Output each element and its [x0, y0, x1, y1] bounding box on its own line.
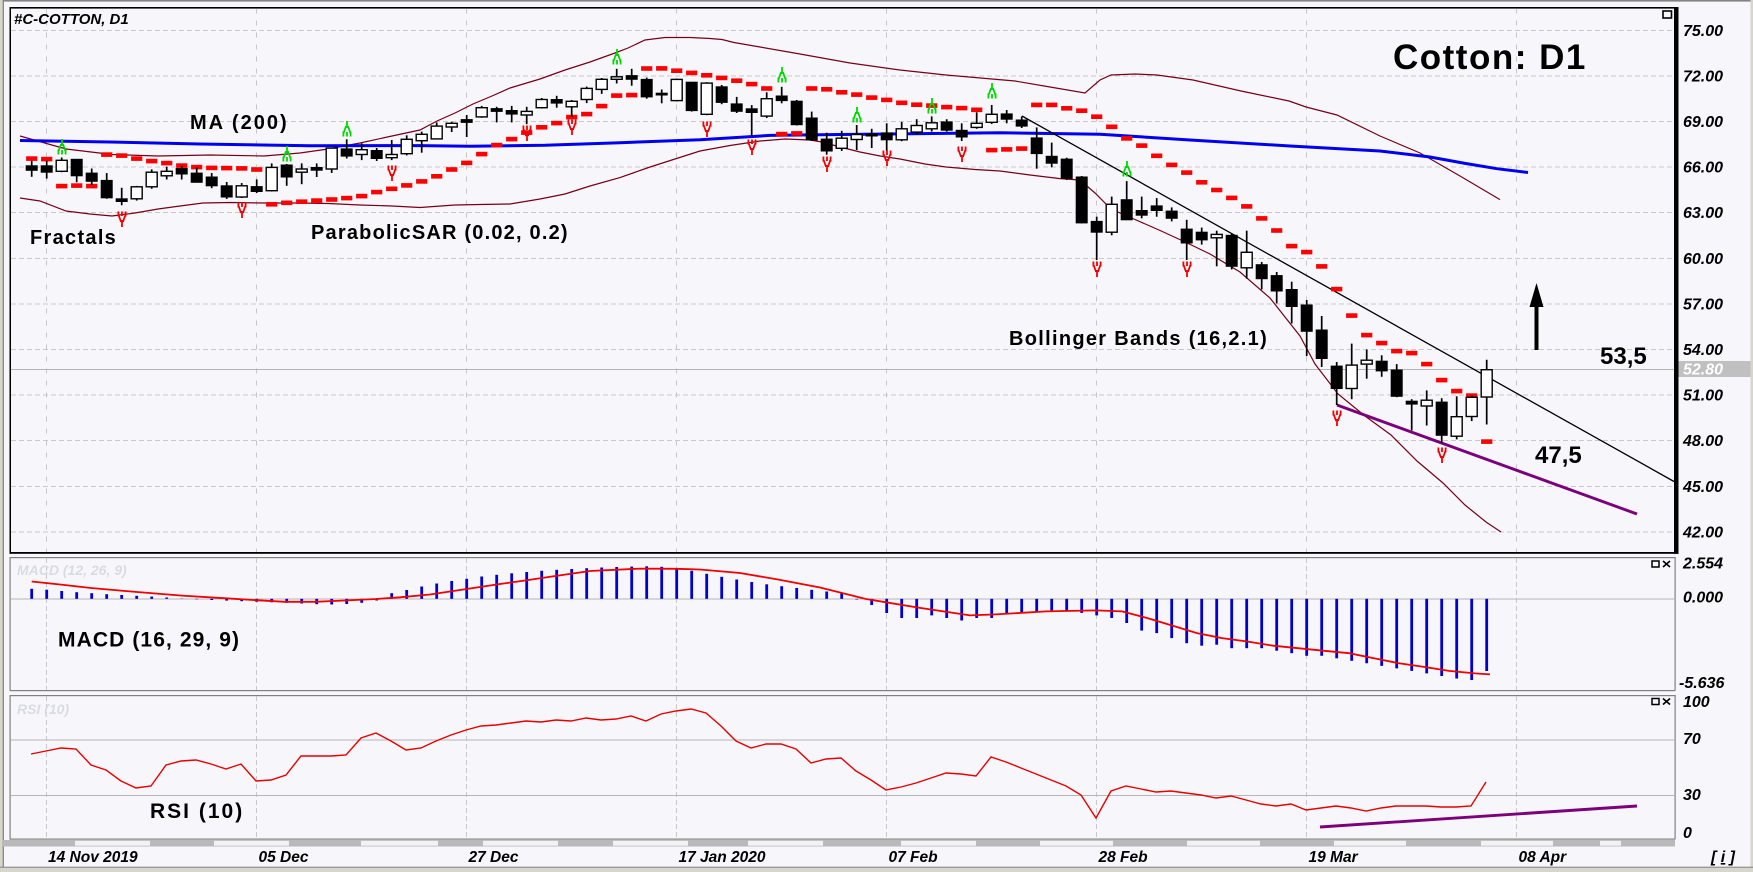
svg-text:Fractals: Fractals — [30, 227, 117, 249]
svg-text:28 Feb: 28 Feb — [1098, 849, 1149, 866]
svg-text:08 Apr: 08 Apr — [1519, 849, 1568, 866]
svg-text:07 Feb: 07 Feb — [889, 849, 939, 866]
svg-text:[ i ]: [ i ] — [1710, 849, 1736, 866]
svg-text:0.000: 0.000 — [1683, 590, 1723, 607]
svg-text:70: 70 — [1683, 731, 1701, 748]
svg-text:27 Dec: 27 Dec — [468, 849, 519, 866]
svg-text:-5.636: -5.636 — [1679, 675, 1724, 692]
svg-text:53,5: 53,5 — [1600, 343, 1647, 370]
svg-text:54.00: 54.00 — [1683, 342, 1723, 359]
svg-text:MA (200): MA (200) — [190, 112, 289, 134]
svg-text:MACD (16, 29, 9): MACD (16, 29, 9) — [58, 629, 240, 652]
svg-text:2.554: 2.554 — [1682, 556, 1723, 573]
svg-text:52.80: 52.80 — [1683, 362, 1723, 379]
svg-text:42.00: 42.00 — [1682, 524, 1723, 541]
svg-text:51.00: 51.00 — [1683, 388, 1723, 405]
svg-text:17 Jan 2020: 17 Jan 2020 — [679, 849, 766, 866]
svg-text:0: 0 — [1683, 825, 1692, 842]
svg-text:RSI (10): RSI (10) — [150, 800, 244, 823]
svg-text:Cotton: D1: Cotton: D1 — [1393, 38, 1587, 77]
svg-text:47,5: 47,5 — [1535, 442, 1582, 469]
svg-text:100: 100 — [1683, 694, 1710, 711]
svg-text:48.00: 48.00 — [1682, 433, 1723, 450]
svg-text:#C-COTTON, D1: #C-COTTON, D1 — [14, 11, 129, 28]
svg-text:14 Nov 2019: 14 Nov 2019 — [48, 849, 138, 866]
svg-text:75.00: 75.00 — [1683, 23, 1723, 40]
svg-text:66.00: 66.00 — [1683, 160, 1723, 177]
svg-text:63.00: 63.00 — [1683, 205, 1723, 222]
svg-text:05 Dec: 05 Dec — [259, 849, 309, 866]
svg-text:ParabolicSAR (0.02, 0.2): ParabolicSAR (0.02, 0.2) — [311, 222, 569, 244]
svg-text:19 Mar: 19 Mar — [1309, 849, 1359, 866]
svg-text:Bollinger Bands (16,2.1): Bollinger Bands (16,2.1) — [1009, 328, 1268, 350]
svg-text:RSI (10): RSI (10) — [17, 701, 69, 717]
svg-text:60.00: 60.00 — [1683, 251, 1723, 268]
svg-text:45.00: 45.00 — [1682, 479, 1723, 496]
svg-text:72.00: 72.00 — [1683, 68, 1723, 85]
svg-text:69.00: 69.00 — [1683, 114, 1723, 131]
svg-text:57.00: 57.00 — [1683, 296, 1723, 313]
svg-text:MACD (12, 26, 9): MACD (12, 26, 9) — [17, 562, 127, 578]
svg-text:30: 30 — [1683, 787, 1701, 804]
